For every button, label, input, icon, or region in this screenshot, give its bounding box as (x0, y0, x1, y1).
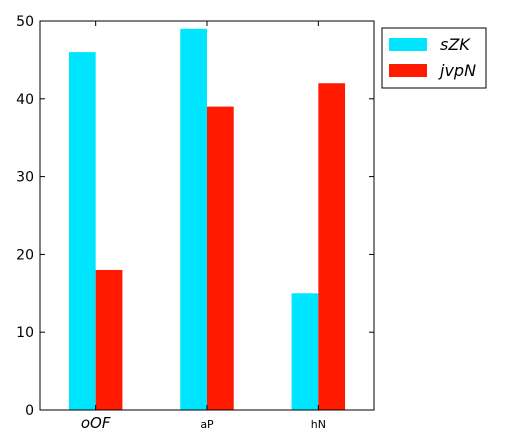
legend-swatch-sZK (389, 38, 427, 51)
y-tick-label: 20 (16, 247, 34, 263)
legend-label-sZK: sZK (440, 35, 471, 54)
bar-jvpN-hN (318, 83, 346, 411)
y-tick-label: 30 (16, 170, 34, 186)
y-axis: 0 10 20 30 40 50 (16, 14, 374, 419)
y-tick-label: 0 (25, 403, 34, 419)
y-tick-label: 40 (16, 92, 34, 108)
bar-jvpN-oOF (95, 269, 123, 410)
legend-label-jvpN: jvpN (438, 61, 476, 80)
bar-sZK-hN (291, 293, 319, 410)
bar-sZK-aP (180, 28, 207, 411)
bar-sZK-oOF (68, 52, 96, 411)
y-tick-label: 10 (16, 325, 34, 341)
x-tick-label: hN (311, 418, 326, 431)
x-tick-label: oOF (81, 414, 111, 432)
y-tick-label: 50 (16, 14, 34, 30)
legend-swatch-jvpN (389, 64, 427, 77)
bars-group (68, 28, 346, 411)
x-tick-label: aP (200, 418, 214, 431)
bar-jvpN-aP (207, 106, 234, 410)
legend: sZK jvpN (381, 27, 487, 89)
x-axis: oOF aP hN (81, 21, 326, 432)
